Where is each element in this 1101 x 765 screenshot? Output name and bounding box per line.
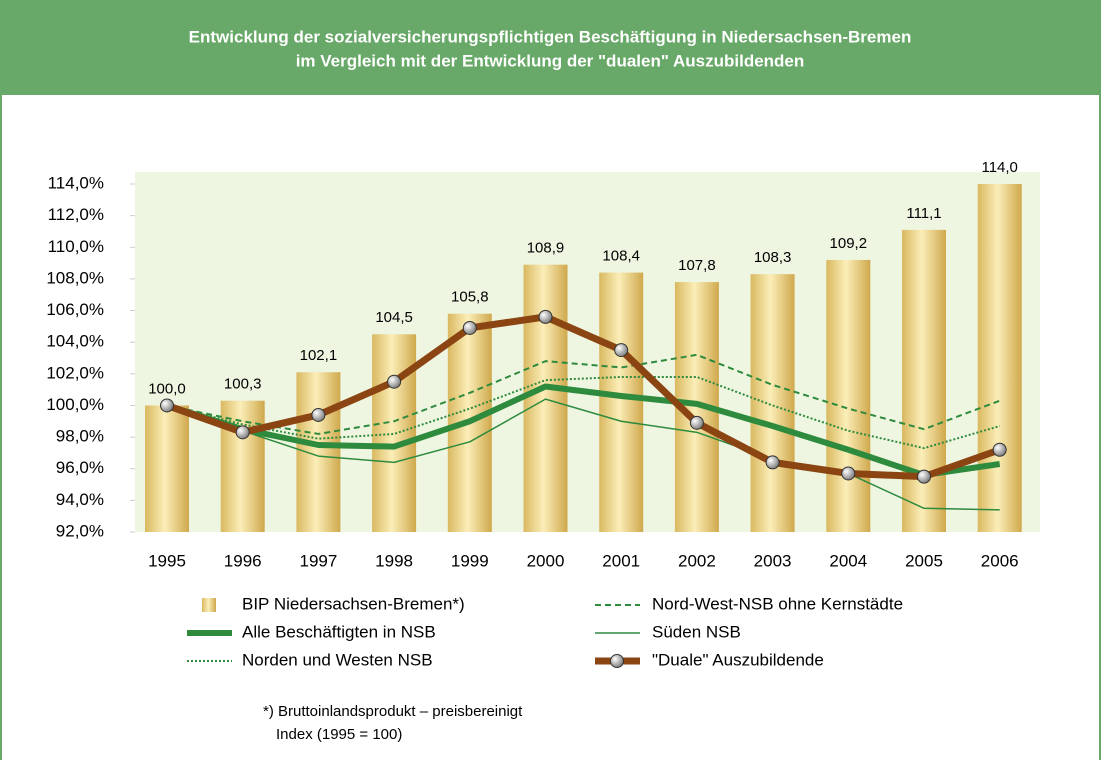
footnote: Index (1995 = 100) xyxy=(276,726,402,743)
x-tick-label: 2002 xyxy=(678,551,716,570)
bar xyxy=(296,372,341,532)
data-label: 108,4 xyxy=(602,248,640,265)
point xyxy=(462,320,477,335)
point xyxy=(538,309,553,324)
data-label: 108,9 xyxy=(527,240,565,257)
x-tick-label: 2000 xyxy=(527,551,565,570)
x-tick-label: 1997 xyxy=(299,551,337,570)
bar xyxy=(220,400,265,532)
bar xyxy=(372,334,417,532)
y-tick-label: 110,0% xyxy=(48,237,104,256)
point xyxy=(160,398,174,413)
y-tick-label: 94,0% xyxy=(56,490,104,509)
bar xyxy=(826,259,871,532)
y-tick-label: 112,0% xyxy=(48,205,104,224)
bar xyxy=(977,184,1022,532)
x-tick-label: 2001 xyxy=(602,551,640,570)
header xyxy=(0,0,1101,95)
point xyxy=(765,455,780,470)
y-tick-label: 106,0% xyxy=(46,300,104,319)
data-label: 105,8 xyxy=(451,289,489,306)
data-label: 109,2 xyxy=(830,235,868,252)
series-line xyxy=(166,375,1000,450)
legend-label: Nord-West-NSB ohne Kernstädte xyxy=(652,594,903,613)
y-tick-label: 114,0% xyxy=(48,173,104,192)
point xyxy=(235,425,250,440)
footnote: *) Bruttoinlandsprodukt – preisbereinigt xyxy=(263,703,523,720)
point xyxy=(992,442,1007,457)
legend-label: "Duale" Auszubildende xyxy=(652,650,824,669)
point xyxy=(614,343,629,358)
bar xyxy=(750,274,795,532)
y-tick-label: 98,0% xyxy=(56,427,104,446)
bar xyxy=(599,272,644,532)
series-line xyxy=(166,353,1001,435)
legend-label: BIP Niedersachsen-Bremen*) xyxy=(242,594,465,613)
legend-marker xyxy=(202,598,216,612)
y-tick-label: 108,0% xyxy=(46,268,104,287)
chart-title: Entwicklung der sozialversicherungspflic… xyxy=(189,27,912,46)
data-label: 114,0 xyxy=(981,159,1017,176)
data-label: 102,1 xyxy=(300,347,338,364)
x-tick-label: 1998 xyxy=(375,551,413,570)
chart-title: im Vergleich mit der Entwicklung der "du… xyxy=(296,51,805,70)
x-tick-label: 1999 xyxy=(451,551,489,570)
x-tick-label: 1995 xyxy=(148,551,186,570)
legend-label: Süden NSB xyxy=(652,622,741,641)
x-tick-label: 2004 xyxy=(829,551,867,570)
legend-label: Norden und Westen NSB xyxy=(242,650,433,669)
point xyxy=(917,469,931,484)
y-tick-label: 96,0% xyxy=(56,458,104,477)
x-tick-label: 2003 xyxy=(754,551,792,570)
x-tick-label: 2005 xyxy=(905,551,943,570)
y-tick-label: 102,0% xyxy=(46,363,104,382)
data-label: 108,3 xyxy=(754,249,792,266)
y-tick-label: 104,0% xyxy=(46,332,104,351)
series-line xyxy=(165,313,1001,481)
data-label: 104,5 xyxy=(375,309,413,326)
y-tick-label: 100,0% xyxy=(46,395,104,414)
series-line xyxy=(166,383,1001,479)
legend-label: Alle Beschäftigten in NSB xyxy=(242,622,436,641)
data-label: 100,0 xyxy=(148,380,186,397)
x-tick-label: 2006 xyxy=(981,551,1019,570)
point xyxy=(841,466,856,481)
point xyxy=(387,374,402,389)
x-tick-label: 1996 xyxy=(224,551,262,570)
y-tick-label: 92,0% xyxy=(56,521,104,540)
point xyxy=(689,415,704,430)
data-label: 111,1 xyxy=(906,205,941,222)
data-label: 107,8 xyxy=(678,257,716,274)
legend-marker xyxy=(610,654,624,668)
bar xyxy=(523,264,568,532)
data-label: 100,3 xyxy=(224,376,262,393)
series-line xyxy=(166,398,1000,511)
bar xyxy=(145,405,189,532)
point xyxy=(311,407,326,422)
bar xyxy=(902,229,946,532)
